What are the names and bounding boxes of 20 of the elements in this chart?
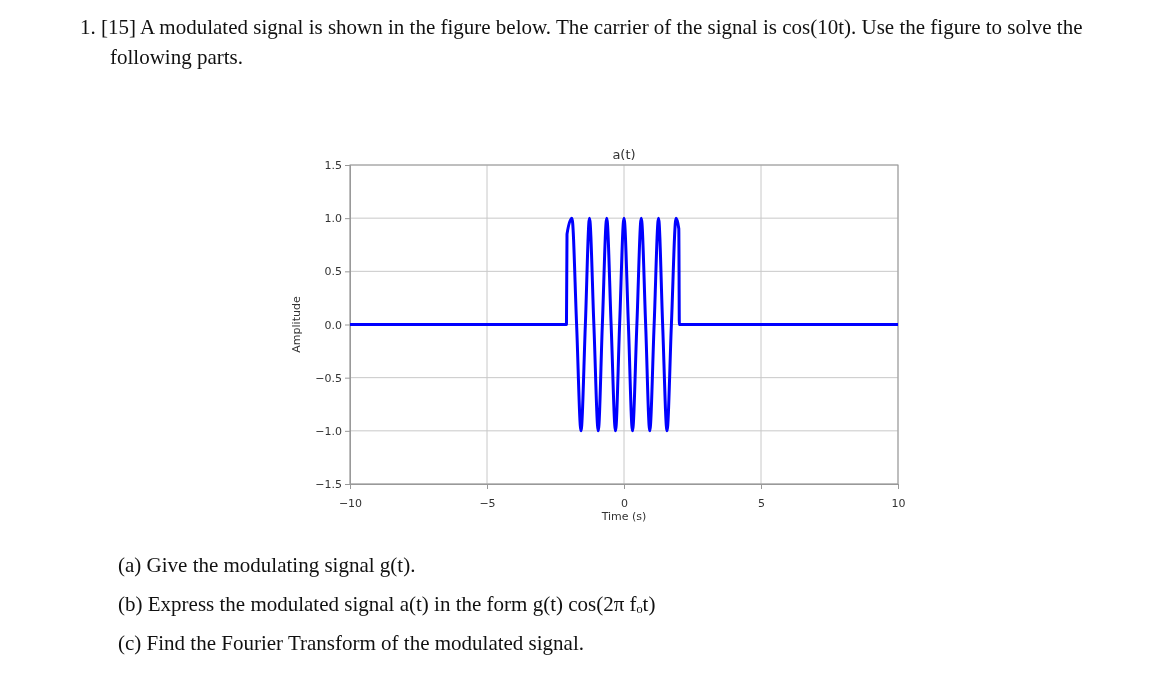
y-tick-label: −1.5 [315, 478, 342, 492]
y-tick-label: 1.0 [324, 212, 342, 226]
line-series [348, 216, 900, 433]
x-tick-label: 5 [758, 496, 765, 510]
x-tick-label: −10 [338, 496, 363, 510]
text: (a) Give the modulating signal g(t). [118, 553, 416, 578]
text: (c) Find the Fourier Transform of the modulated signal. [118, 631, 585, 656]
y-tick-label: −1.0 [315, 424, 342, 438]
x-tick-label: 0 [621, 496, 628, 510]
y-axis-title: Amplitude [290, 296, 303, 353]
y-tick-label: 0.0 [324, 318, 342, 332]
y-tick-label: 1.5 [324, 159, 342, 173]
text: 1. [15] A modulated signal is shown in the figure below. The carrier of the signal is cos(10t). Use the figure to solve the following parts. [80, 14, 1084, 71]
x-tick-label: −5 [479, 496, 496, 510]
y-tick-label: −0.5 [315, 371, 342, 385]
chart-title: a(t) [612, 147, 636, 162]
x-tick-label: 10 [891, 496, 906, 510]
text: (b) Express the modulated signal a(t) in the form g(t) cos(2π fₒt) [118, 592, 656, 617]
y-tick-label: 0.5 [324, 265, 342, 279]
x-axis-title: Time (s) [600, 510, 647, 523]
